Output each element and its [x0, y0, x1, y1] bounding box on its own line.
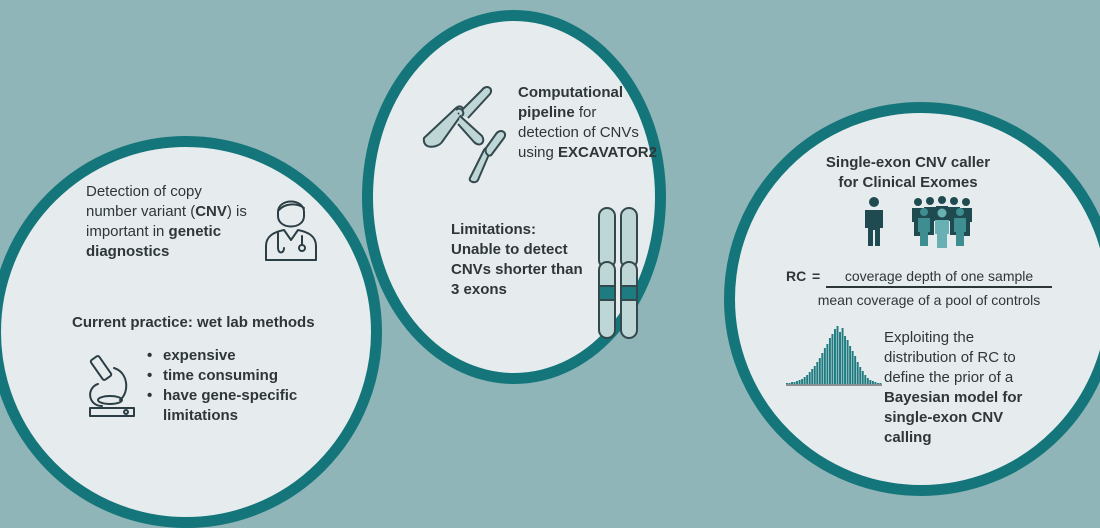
genetic-term: genetic	[168, 223, 222, 240]
fraction-bar	[826, 286, 1052, 288]
histogram-bar	[874, 382, 877, 384]
left-panel-circle	[0, 136, 382, 528]
histogram-bar	[869, 380, 872, 384]
pipeline-text-span: using	[518, 144, 559, 161]
exploit-line-3: define the prior of a	[884, 369, 1014, 386]
histogram-bar	[828, 338, 831, 384]
histogram-bar	[871, 381, 874, 384]
pipeline-line-2: pipeline for	[518, 103, 658, 123]
exploit-text: Exploiting the distribution of RC to def…	[884, 328, 1064, 448]
limitations-line-3: CNVs shorter than	[451, 261, 583, 278]
exploit-line-6: calling	[884, 429, 932, 446]
histogram-bar	[834, 329, 836, 384]
histogram-bar	[839, 332, 841, 384]
practice-heading: Current practice: wet lab methods	[72, 314, 315, 331]
histogram-bar	[846, 340, 849, 384]
histogram-bar	[859, 367, 862, 384]
histogram-bar	[798, 380, 801, 384]
single-person-icon	[865, 197, 883, 246]
histogram-bar	[808, 372, 811, 384]
intro-line-3: important in genetic	[86, 222, 266, 242]
histogram-bar	[818, 358, 821, 384]
microscope-icon	[89, 355, 135, 417]
histogram-bar	[823, 348, 826, 384]
histogram-bar	[821, 353, 824, 384]
limitations-line-2: Unable to detect	[451, 241, 568, 258]
histogram-bar	[864, 375, 867, 384]
list-item: have gene-specific limitations	[147, 386, 327, 426]
histogram-bar	[788, 383, 791, 384]
intro-text: ) is	[226, 203, 247, 220]
group-of-people-icon	[912, 196, 972, 248]
caller-title: Single-exon CNV caller for Clinical Exom…	[808, 153, 1008, 193]
cnv-term: CNV	[195, 203, 227, 220]
limitations-text: Limitations: Unable to detect CNVs short…	[451, 220, 591, 300]
histogram-bar	[854, 356, 857, 384]
histogram-bar	[793, 382, 796, 384]
pipeline-line-1: Computational	[518, 84, 623, 101]
histogram-bar	[844, 336, 847, 384]
exploit-line-2: distribution of RC to	[884, 349, 1016, 366]
pipeline-text: Computational pipeline for detection of …	[518, 83, 658, 163]
histogram-bar	[786, 383, 788, 384]
histogram-bar	[851, 351, 854, 384]
histogram-bar	[806, 375, 809, 384]
histogram-bar	[816, 362, 819, 384]
caller-title-line-2: for Clinical Exomes	[838, 174, 978, 191]
histogram-bar	[849, 346, 852, 384]
histogram-bar	[836, 326, 839, 384]
histogram-bar	[841, 328, 844, 384]
formula-numerator: coverage depth of one sample	[844, 268, 1034, 284]
equals-sign: =	[812, 268, 821, 284]
histogram-bar	[879, 383, 882, 384]
exploit-line-4: Bayesian model for	[884, 389, 1023, 406]
intro-text: important in	[86, 223, 169, 240]
intro-line-2: number variant (CNV) is	[86, 202, 266, 222]
intro-text: number variant (	[86, 203, 196, 220]
histogram-bar	[876, 383, 879, 384]
cnv-intro-text: Detection of copy number variant (CNV) i…	[86, 182, 266, 262]
pipeline-line-4: using EXCAVATOR2	[518, 143, 658, 163]
pipeline-line-3: detection of CNVs	[518, 124, 639, 141]
limitations-line-4: 3 exons	[451, 281, 507, 298]
excavator-term: EXCAVATOR2	[558, 144, 657, 161]
pipeline-term: pipeline	[518, 104, 575, 121]
histogram-bar	[826, 344, 829, 384]
histogram-bar	[813, 366, 816, 384]
intro-line-4: diagnostics	[86, 243, 170, 260]
histogram-bar	[861, 371, 864, 384]
histogram-bar	[831, 334, 834, 384]
caller-title-line-1: Single-exon CNV caller	[825, 154, 991, 171]
chromosome-pair-icon	[422, 86, 506, 184]
rc-label: RC	[786, 268, 807, 284]
histogram-bar	[811, 369, 814, 384]
formula-denominator: mean coverage of a pool of controls	[817, 292, 1041, 308]
intro-line-1: Detection of copy	[86, 183, 202, 200]
rc-distribution-histogram	[786, 326, 882, 386]
histogram-bar	[856, 362, 859, 384]
histogram-bar	[791, 382, 793, 384]
limitations-line-1: Limitations:	[451, 221, 536, 238]
doctor-icon	[265, 200, 317, 261]
exploit-line-5: single-exon CNV	[884, 409, 1004, 426]
list-item: time consuming	[147, 366, 327, 386]
right-panel-circle	[724, 102, 1100, 496]
pipeline-text-span: for	[574, 104, 597, 121]
histogram-bar	[803, 377, 806, 384]
list-item: expensive	[147, 346, 327, 366]
exploit-line-1: Exploiting the	[884, 329, 975, 346]
chromosome-deletion-icon	[598, 207, 638, 339]
histogram-bar	[866, 378, 869, 384]
histogram-bar	[796, 381, 799, 384]
histogram-bar	[801, 379, 804, 384]
practice-list: expensive time consuming have gene-speci…	[147, 346, 327, 426]
